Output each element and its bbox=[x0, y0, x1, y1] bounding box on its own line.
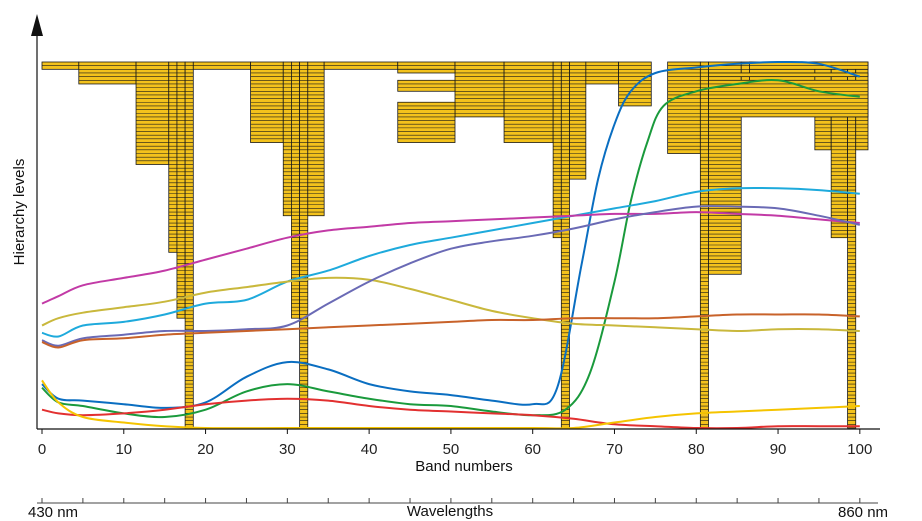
hierarchy-island-0 bbox=[397, 101, 456, 143]
hierarchy-island-1 bbox=[397, 79, 456, 92]
x-tick-label-70: 70 bbox=[606, 441, 623, 458]
hierarchy-bar-4 bbox=[176, 61, 186, 319]
x-tick-label-90: 90 bbox=[770, 441, 787, 458]
x-tick-label-0: 0 bbox=[38, 441, 46, 458]
hierarchy-bar-13 bbox=[397, 61, 456, 70]
hierarchy-bar-18 bbox=[569, 61, 587, 180]
hierarchy-bar-7 bbox=[250, 61, 284, 143]
series-line-1 bbox=[41, 79, 860, 419]
x-tick-label-20: 20 bbox=[197, 441, 214, 458]
hierarchy-bar-23 bbox=[699, 61, 709, 429]
hierarchy-bars bbox=[41, 61, 869, 429]
series-line-7 bbox=[41, 397, 860, 430]
y-axis-label: Hierarchy levels bbox=[11, 159, 28, 266]
hierarchy-bar-14 bbox=[454, 61, 505, 118]
y-axis-arrow bbox=[31, 14, 43, 36]
hierarchy-bar-22 bbox=[667, 61, 701, 154]
hierarchy-bar-15 bbox=[503, 61, 554, 143]
wavelength-start-label: 430 nm bbox=[28, 504, 78, 521]
x-tick-label-10: 10 bbox=[115, 441, 132, 458]
x-tick-label-100: 100 bbox=[847, 441, 872, 458]
hierarchy-bar-17 bbox=[560, 61, 570, 429]
hierarchy-bar-0 bbox=[41, 61, 80, 70]
series-line-2 bbox=[41, 186, 860, 338]
hierarchy-bar-3 bbox=[168, 61, 178, 253]
hierarchy-bar-19 bbox=[585, 61, 619, 85]
series-line-5 bbox=[41, 205, 861, 347]
x-tick-label-80: 80 bbox=[688, 441, 705, 458]
x-tick-label-60: 60 bbox=[524, 441, 541, 458]
series-line-3 bbox=[41, 211, 860, 305]
series-line-8 bbox=[41, 379, 860, 430]
axes bbox=[31, 14, 880, 504]
hierarchy-bar-12 bbox=[323, 61, 399, 70]
hierarchy-bar-16 bbox=[552, 61, 562, 239]
x-axis-label: Band numbers bbox=[415, 458, 513, 475]
hierarchy-bar-1 bbox=[78, 61, 137, 85]
series-line-0 bbox=[41, 60, 861, 409]
x-tick-label-30: 30 bbox=[279, 441, 296, 458]
x-tick-label-50: 50 bbox=[443, 441, 460, 458]
hierarchy-bar-20 bbox=[618, 61, 652, 107]
hierarchy-island-2 bbox=[397, 68, 456, 74]
hierarchy-bar-6 bbox=[192, 61, 251, 70]
hierarchy-bar-8 bbox=[282, 61, 292, 217]
hierarchy-bar-5 bbox=[184, 61, 194, 429]
series-line-4 bbox=[41, 276, 860, 332]
hierarchy-bar-2 bbox=[135, 61, 170, 165]
wavelength-end-label: 860 nm bbox=[838, 504, 888, 521]
series-line-6 bbox=[41, 313, 860, 349]
spectral-series bbox=[41, 60, 861, 430]
wavelength-axis-label: Wavelengths bbox=[407, 503, 493, 520]
x-ticks: 0 10 20 30 40 50 60 70 80 90 100 bbox=[38, 429, 872, 503]
hierarchy-bar-10 bbox=[299, 61, 309, 429]
hierarchy-bar-11 bbox=[307, 61, 325, 217]
hierarchy-bar-9 bbox=[291, 61, 301, 319]
hierarchy-island-4 bbox=[708, 72, 869, 78]
hierarchy-island-3 bbox=[708, 79, 869, 118]
x-tick-label-40: 40 bbox=[361, 441, 378, 458]
